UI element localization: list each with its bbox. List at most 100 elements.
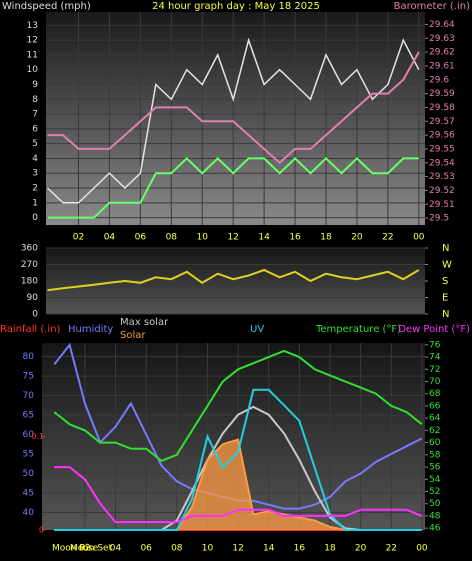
y-tick-label: 60 [23, 430, 35, 440]
y2-tick-label: 29.53 [429, 172, 455, 182]
y-tick-label: 1 [32, 198, 38, 208]
x-tick-label: 14 [258, 233, 270, 243]
y2-tick-label: W [442, 260, 452, 271]
y2-tick-label: 29.59 [429, 89, 455, 99]
y-tick-label: 8 [32, 95, 38, 105]
series-line [46, 37, 420, 204]
x-tick-label: 22 [382, 233, 393, 243]
y2-tick-label: 29.61 [429, 61, 455, 71]
x-tick-label: 20 [355, 544, 367, 554]
y2-tick-label: 56 [429, 463, 441, 473]
y-tick-label: 9 [32, 80, 38, 90]
y-tick-label: 0 [32, 213, 38, 223]
x-tick-label: 12 [232, 544, 243, 554]
x-tick-label: 16 [289, 233, 301, 243]
x-tick-label: 00 [416, 544, 428, 554]
y-tick-label: 55 [23, 450, 34, 460]
series-line [53, 349, 423, 463]
series-line [54, 466, 423, 524]
y2-tick-label: 64 [429, 414, 441, 424]
y-tick-label: 10 [27, 65, 39, 75]
y2-tick-label: 29.52 [429, 186, 455, 196]
y-tick-label: 5 [32, 139, 38, 149]
x-tick-label: 06 [135, 233, 147, 243]
y2-tick-label: 50 [429, 499, 441, 509]
y-axis-label: Windspeed (mph) [2, 1, 91, 12]
x-tick-label: 12 [227, 233, 238, 243]
y-tick-label: 80 [23, 352, 35, 362]
x-tick-label: 02 [73, 233, 84, 243]
x-tick-label: 18 [320, 233, 332, 243]
legend-label: UV [250, 324, 264, 335]
y2-tick-label: 29.64 [429, 20, 455, 30]
y-tick-label: 270 [21, 260, 38, 270]
legend-label: Dew Point (°F) [398, 324, 470, 335]
legend-label: Humidity [68, 324, 113, 335]
x-tick-label: 06 [140, 544, 152, 554]
legend-label: Max solar [120, 317, 169, 328]
y2-tick-label: 74 [429, 353, 441, 363]
x-tick-label: 18 [324, 544, 336, 554]
x-tick-label: 02 [79, 544, 90, 554]
y-tick-label: 6 [32, 124, 38, 134]
y2-tick-label: 70 [429, 377, 441, 387]
y2-tick-label: 52 [429, 487, 440, 497]
y-tick-label: 45 [23, 488, 34, 498]
y2-tick-label: 58 [429, 450, 441, 460]
chart-title: 24 hour graph day : May 18 2025 [152, 1, 320, 12]
y2-tick-label: 29.6 [429, 75, 449, 85]
y-tick-label: 12 [27, 36, 38, 46]
y2-tick-label: 29.62 [429, 48, 455, 58]
annotation: Moon Rise [52, 544, 99, 554]
legend-label: Temperature (°F) [315, 324, 401, 335]
y2-tick-label: 54 [429, 475, 441, 485]
y-tick-label: 3 [32, 169, 38, 179]
x-tick-label: 04 [110, 544, 122, 554]
y2-tick-label: 62 [429, 426, 440, 436]
x-tick-label: 16 [294, 544, 306, 554]
y2-axis-label: Barometer (.in) [394, 1, 470, 12]
x-tick-label: 08 [171, 544, 183, 554]
y-tick-label: 65 [23, 411, 34, 421]
series-line [47, 268, 420, 292]
y2-tick-label: 29.58 [429, 103, 455, 113]
x-tick-label: 00 [413, 233, 425, 243]
plot-bg [46, 12, 425, 225]
legend-label: Rainfall (.in) [0, 324, 61, 335]
y-tick-label: 7 [32, 110, 38, 120]
y2-tick-label: 46 [429, 524, 441, 534]
y2-tick-label: 76 [429, 340, 441, 350]
y-tick-label: 50 [23, 469, 35, 479]
solar-area [54, 439, 422, 530]
marks: 02 04 06 08 10 12 14 16 18 20 22 000123456789101112… [0, 12, 470, 554]
y2-tick-label: 29.55 [429, 144, 455, 154]
y-tick-label: 70 [23, 391, 35, 401]
y2-tick-label: E [442, 293, 448, 304]
y2-tick-label: 68 [429, 389, 441, 399]
y2-tick-label: 60 [429, 438, 441, 448]
x-tick-label: 04 [104, 233, 116, 243]
y-tick-label: 360 [21, 244, 38, 254]
y-tick-label: 4 [32, 154, 38, 164]
y-tick-label: 11 [27, 50, 38, 60]
x-tick-label: 08 [166, 233, 178, 243]
y2-tick-label: 48 [429, 511, 441, 521]
y2-tick-label: 66 [429, 401, 441, 411]
y-tick-label: 40 [23, 508, 35, 518]
series-line [47, 51, 420, 165]
y2-tick-label: 29.63 [429, 34, 455, 44]
y2-tick-label: 29.5 [429, 214, 449, 224]
y2-tick-label: N [442, 309, 449, 320]
y-tick-label: 75 [23, 372, 34, 382]
y-tick-label: 2 [32, 184, 38, 194]
y2-tick-label: 72 [429, 365, 440, 375]
y2-tick-label: 29.57 [429, 117, 455, 127]
x-tick-label: 22 [386, 544, 397, 554]
y2-tick-label: 29.51 [429, 200, 455, 210]
y-tick-label: 90 [27, 293, 39, 303]
y2-tick-label: N [442, 243, 449, 254]
legend-label: Solar [120, 330, 146, 341]
series-line [47, 157, 419, 219]
y-tick-label: 180 [21, 277, 38, 287]
